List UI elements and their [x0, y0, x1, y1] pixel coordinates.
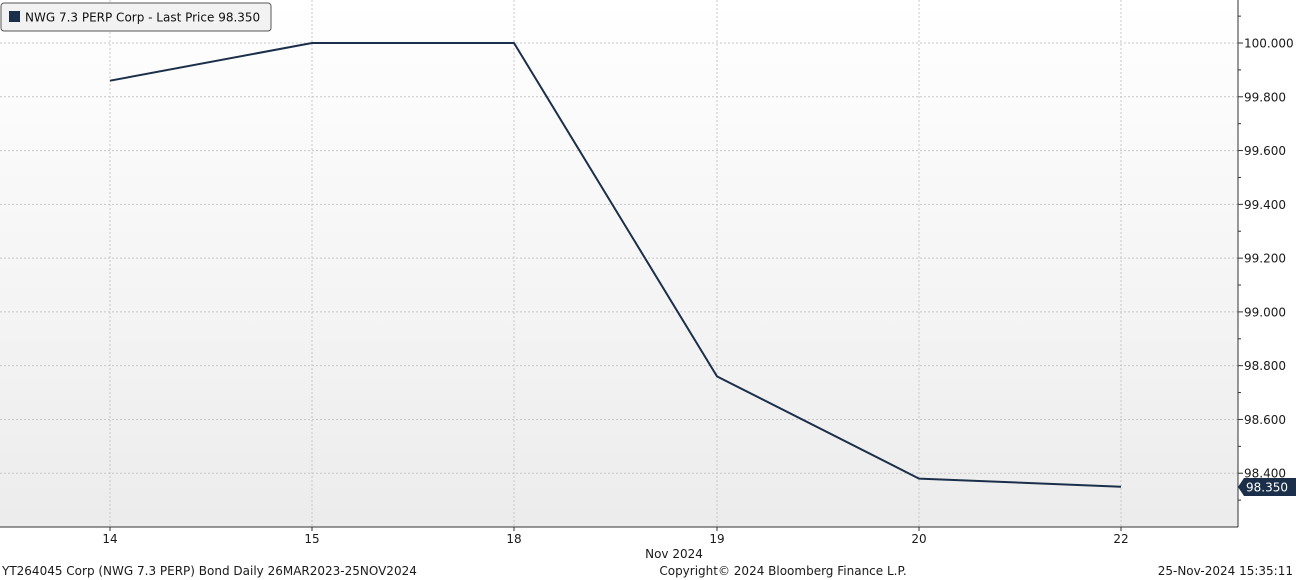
y-tick-label: 98.800: [1244, 359, 1286, 373]
y-tick-label: 100.000: [1244, 37, 1294, 51]
last-value-tag-shape: [1238, 478, 1296, 496]
plot-area: [0, 0, 1238, 527]
x-axis-group-label: Nov 2024: [645, 547, 703, 561]
y-tick-label: 98.600: [1244, 413, 1286, 427]
x-tick-label: 15: [304, 532, 319, 546]
legend-swatch: [9, 11, 20, 22]
x-tick-label: 20: [911, 532, 926, 546]
footer-right: 25-Nov-2024 15:35:11: [1158, 564, 1293, 578]
y-tick-label: 99.000: [1244, 305, 1286, 319]
legend: NWG 7.3 PERP Corp - Last Price 98.350: [0, 2, 272, 32]
y-tick-label: 99.400: [1244, 198, 1286, 212]
x-tick-label: 14: [102, 532, 117, 546]
last-value-tag: 98.350: [1238, 478, 1296, 496]
footer-left: YT264045 Corp (NWG 7.3 PERP) Bond Daily …: [1, 564, 417, 578]
series-line: [109, 42, 1122, 488]
x-tick-label: 22: [1113, 532, 1128, 546]
legend-box: [0, 2, 272, 32]
y-tick-label: 99.800: [1244, 90, 1286, 104]
x-tick-label: 18: [506, 532, 521, 546]
x-tick-label: 19: [709, 532, 724, 546]
y-tick-label: 99.200: [1244, 252, 1286, 266]
axes: 100.000 99.800 99.600 99.400 99.200 99.000 98.…: [0, 0, 1294, 546]
legend-label: NWG 7.3 PERP Corp - Last Price 98.350: [25, 11, 260, 25]
y-tick-label: 98.400: [1244, 467, 1286, 481]
series-layer: [109, 42, 1122, 488]
footer-center: Copyright© 2024 Bloomberg Finance L.P.: [659, 564, 906, 578]
y-tick-label: 99.600: [1244, 144, 1286, 158]
last-value-text: 98.350: [1246, 481, 1288, 495]
